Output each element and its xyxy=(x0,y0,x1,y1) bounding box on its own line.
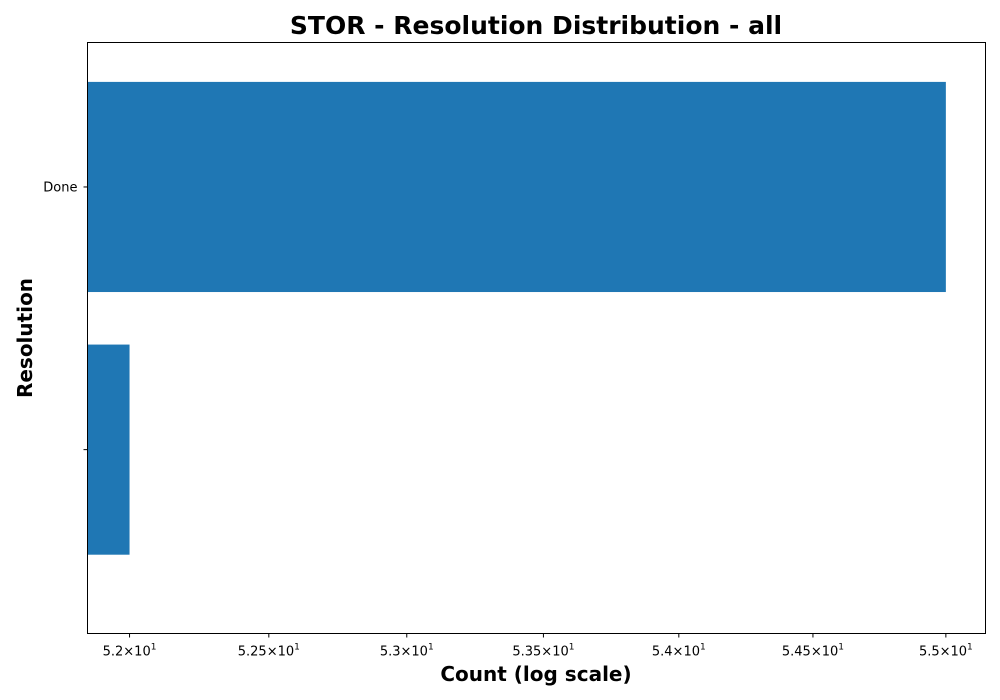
chart-title: STOR - Resolution Distribution - all xyxy=(290,11,782,40)
y-axis-ticks: Done xyxy=(43,180,88,451)
y-axis-title: Resolution xyxy=(13,278,37,398)
x-axis-title: Count (log scale) xyxy=(440,662,631,686)
bars-group xyxy=(87,81,946,555)
x-tick-label: 5.35×101 xyxy=(512,643,574,660)
plot-frame xyxy=(87,42,986,634)
x-tick-label: 5.4×101 xyxy=(652,643,706,660)
x-tick-label: 5.45×101 xyxy=(782,643,844,660)
x-tick-label: 5.25×101 xyxy=(238,643,300,660)
y-tick-label: Done xyxy=(43,180,77,195)
x-tick-label: 5.3×101 xyxy=(380,643,434,660)
x-tick-label: 5.5×101 xyxy=(919,643,973,660)
bar-done xyxy=(87,81,946,293)
x-axis-ticks: 5.2×101 5.25×101 5.3×101 5.35×101 5.4×101 5.4… xyxy=(103,633,973,660)
bar-unlabeled xyxy=(87,344,130,555)
x-tick-label: 5.2×101 xyxy=(103,643,157,660)
